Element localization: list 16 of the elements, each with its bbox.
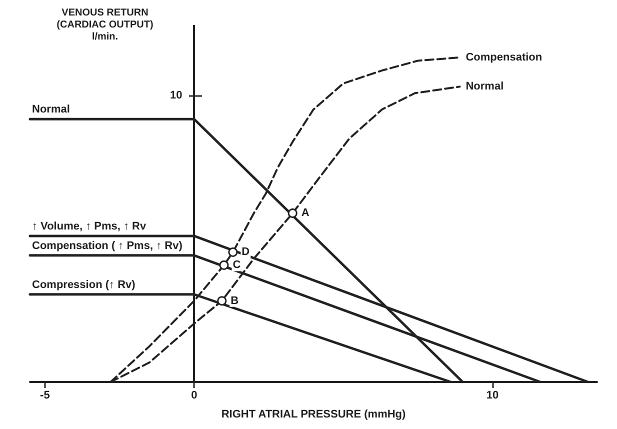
- annotation: D: [242, 246, 250, 258]
- x-axis-title: RIGHT ATRIAL PRESSURE (mmHg): [221, 408, 406, 420]
- annotation: C: [232, 259, 241, 272]
- x-tick-label: 0: [191, 390, 198, 402]
- x-tick-label: -5: [40, 390, 50, 402]
- annotation: 10: [170, 90, 182, 102]
- y-axis-title: VENOUS RETURN (CARDIAC OUTPUT) l/min.: [56, 8, 154, 42]
- series-label: Normal: [32, 104, 70, 116]
- series-label: Compensation ( ↑ Pms, ↑ Rv): [32, 240, 183, 252]
- annotation: A: [301, 207, 310, 220]
- series-label: Compensation: [466, 51, 542, 64]
- series-label: Compression (↑ Rv): [32, 278, 136, 291]
- series-label: Normal: [466, 80, 504, 93]
- series-label: ↑ Volume, ↑ Pms, ↑ Rv: [32, 220, 147, 232]
- annotation: B: [230, 294, 239, 307]
- x-tick-label: 10: [486, 390, 499, 402]
